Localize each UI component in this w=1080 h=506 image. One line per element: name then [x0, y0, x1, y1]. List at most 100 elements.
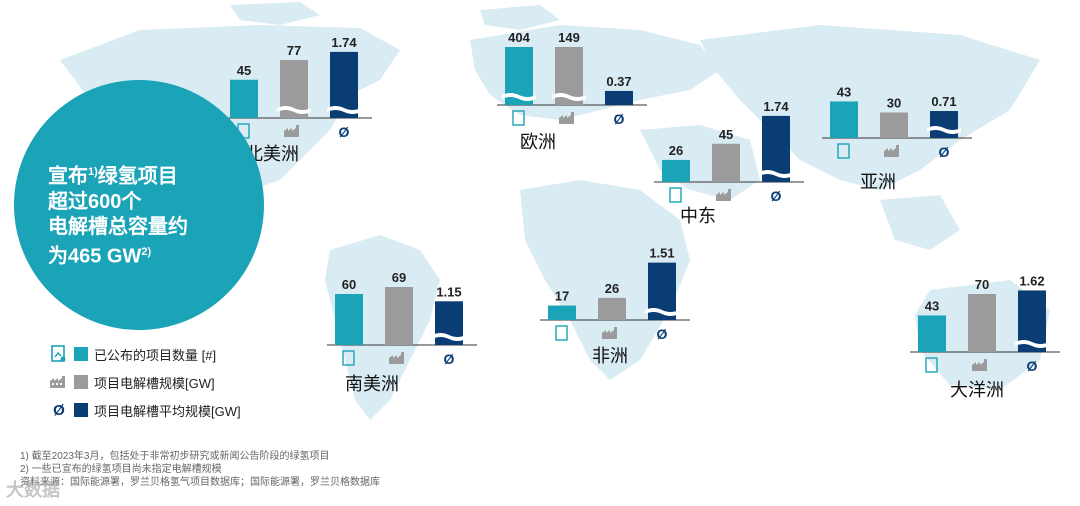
data-label: 17 [555, 289, 569, 304]
axis-break [327, 106, 361, 114]
headline-line1-tail: 绿氢项目 [97, 165, 178, 188]
bar [230, 79, 258, 118]
average-icon: Ø [53, 401, 65, 419]
average-icon: Ø [1027, 358, 1038, 374]
project-doc-icon [342, 350, 355, 366]
data-label: 43 [837, 84, 851, 99]
project-doc-icon [48, 344, 70, 364]
data-label: 30 [887, 96, 901, 111]
map-landmass [60, 2, 1050, 420]
axis-break [927, 126, 961, 134]
bar [662, 159, 690, 182]
legend-swatch-gray [74, 375, 88, 389]
legend-label-average: 项目电解槽平均规模[GW] [94, 403, 241, 419]
region-label: 大洋洲 [950, 380, 1004, 401]
region-label: 欧洲 [520, 132, 556, 153]
region-group: 45 77 1.74 Ø 北美洲 [222, 35, 372, 165]
region-label: 中东 [680, 206, 716, 227]
headline-circle [14, 80, 264, 330]
footnote-2: 2) 一些已宣布的绿氢项目尚未指定电解槽规模 [20, 464, 222, 475]
axis-break [502, 93, 536, 101]
data-label: 43 [925, 298, 939, 313]
axis-break [432, 333, 466, 341]
data-label: 0.37 [606, 74, 631, 89]
headline-line4-sup: 2) [141, 245, 152, 258]
footnote-source: 资料来源：国际能源署，罗兰贝格氢气项目数据库；国际能源署，罗兰贝格数据库 [20, 477, 380, 488]
legend: 已公布的项目数量 [#] 项目电解槽规模[GW] Ø 项目电解槽平均规模[GW] [48, 340, 241, 424]
data-label: 1.74 [331, 35, 357, 50]
factory-icon [284, 125, 299, 137]
data-label: 1.15 [436, 284, 461, 299]
region-group: 43 70 1.62 Ø 大洋洲 [910, 273, 1060, 401]
data-label: 1.51 [649, 246, 674, 261]
project-doc-icon [669, 187, 682, 203]
data-label: 45 [719, 127, 733, 142]
data-label: 77 [287, 43, 301, 58]
axis-break [645, 308, 679, 316]
bar [548, 305, 576, 320]
region-label: 南美洲 [345, 374, 399, 395]
axis-break [1015, 340, 1049, 348]
project-doc-icon [555, 325, 568, 341]
region-label: 非洲 [592, 346, 628, 367]
project-doc-icon [837, 143, 850, 159]
average-icon: Ø [444, 351, 455, 367]
region-group: 60 69 1.15 Ø 南美洲 [327, 270, 477, 395]
legend-label-capacity: 项目电解槽规模[GW] [94, 375, 215, 391]
legend-item-average: Ø 项目电解槽平均规模[GW] [48, 396, 241, 424]
project-doc-icon [925, 357, 938, 373]
data-label: 0.71 [931, 94, 956, 109]
factory-icon [389, 352, 404, 364]
average-icon: Ø [939, 144, 950, 160]
data-label: 1.62 [1019, 273, 1044, 288]
average-icon: Ø [657, 326, 668, 342]
footnote-1: 1) 截至2023年3月，包括处于非常初步研究或新闻公告阶段的绿氢项目 [20, 451, 330, 462]
factory-icon [559, 112, 574, 124]
data-label: 1.74 [763, 99, 789, 114]
data-label: 149 [558, 30, 580, 45]
headline-line4: 为465 GW [48, 245, 142, 268]
data-label: 70 [975, 277, 989, 292]
axis-break [552, 93, 586, 101]
factory-icon [716, 189, 731, 201]
factory-icon [884, 145, 899, 157]
axis-break [277, 106, 311, 114]
bar [598, 297, 626, 320]
legend-swatch-teal [74, 347, 88, 361]
headline-line3: 电解槽总容量约 [48, 215, 188, 238]
bar [830, 101, 858, 138]
average-icon: Ø [339, 124, 350, 140]
region-group: 17 26 1.51 Ø 非洲 [540, 246, 690, 367]
bar [335, 294, 363, 345]
bar [880, 112, 908, 138]
legend-swatch-navy [74, 403, 88, 417]
factory-icon [48, 372, 70, 392]
bar [712, 143, 740, 182]
data-label: 404 [508, 30, 530, 45]
average-icon: Ø [614, 111, 625, 127]
axis-break [759, 170, 793, 178]
bar [968, 294, 996, 352]
legend-item-projects: 已公布的项目数量 [#] [48, 340, 241, 368]
legend-label-projects: 已公布的项目数量 [#] [94, 347, 217, 363]
headline-line2: 超过600个 [48, 190, 142, 213]
data-label: 60 [342, 277, 356, 292]
legend-item-capacity: 项目电解槽规模[GW] [48, 368, 241, 396]
data-label: 69 [392, 270, 406, 285]
factory-icon [972, 359, 987, 371]
data-label: 26 [605, 281, 619, 296]
region-label: 亚洲 [860, 172, 896, 193]
headline-line1-sup: 1) [88, 166, 98, 178]
region-group: 43 30 0.71 Ø 亚洲 [822, 84, 972, 193]
footnotes: 1) 截至2023年3月，包括处于非常初步研究或新闻公告阶段的绿氢项目 2) 一… [20, 450, 380, 489]
region-label: 北美洲 [245, 144, 299, 165]
region-group: 404 149 0.37 Ø 欧洲 [497, 30, 647, 153]
headline-line1: 宣布 [48, 165, 88, 188]
bar [385, 287, 413, 345]
data-label: 45 [237, 63, 251, 78]
bar [605, 90, 633, 105]
watermark: 大数据 [6, 480, 60, 500]
